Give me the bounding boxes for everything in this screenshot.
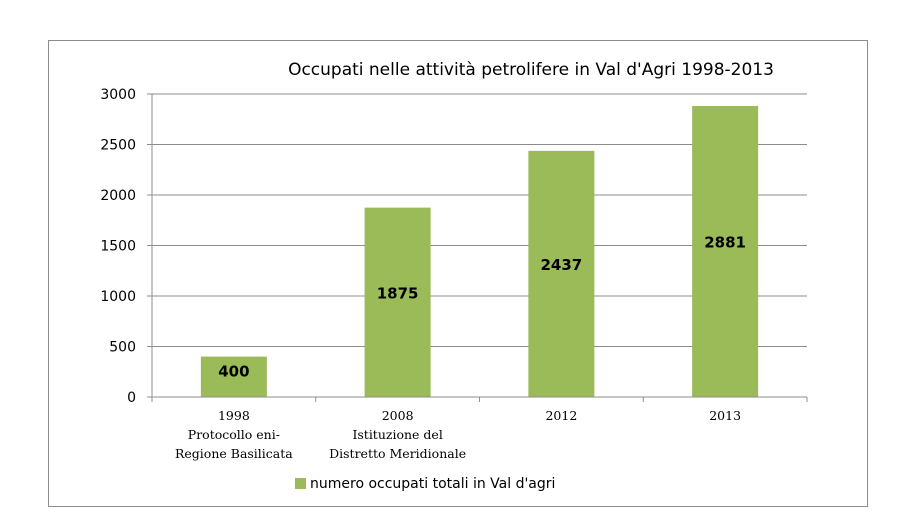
bar-data-label: 400 [218,363,249,381]
x-tick-label: Regione Basilicata [175,446,293,461]
x-axis-ticks: 1998 Protocollo eni- Regione Basilicata 200… [175,408,741,461]
bar-data-label: 2437 [541,256,583,274]
x-axis [151,94,808,402]
chart-frame: Occupati nelle attività petrolifere in V… [48,40,868,507]
x-tick-label: 2008 [382,408,414,423]
bar-data-label: 2881 [704,234,746,252]
legend-swatch [295,478,306,489]
bars: 400 1875 2437 2881 [200,106,759,398]
x-tick-label: 1998 [218,408,250,423]
bar [200,356,267,397]
bar [528,150,595,397]
chart-title: Occupati nelle attività petrolifere in V… [288,60,774,80]
bar [692,106,759,398]
bar [364,207,431,397]
y-tick-label: 1500 [100,239,136,255]
y-tick-label: 500 [109,340,136,356]
x-tick-label: Protocollo eni- [188,427,280,442]
y-axis-ticks: 0 500 1000 1500 2000 2500 3000 [100,87,152,406]
y-tick-label: 1000 [100,289,136,305]
bar-data-label: 1875 [377,284,419,302]
x-tick-label: Distretto Meridionale [329,446,466,461]
y-tick-label: 2500 [100,138,136,154]
x-tick-label: Istituzione del [352,427,442,442]
y-tick-label: 2000 [100,188,136,204]
y-tick-label: 0 [127,390,136,406]
legend: numero occupati totali in Val d'agri [295,476,555,492]
bar-chart: Occupati nelle attività petrolifere in V… [100,60,808,492]
x-tick-label: 2012 [545,408,577,423]
x-tick-label: 2013 [709,408,741,423]
legend-label: numero occupati totali in Val d'agri [310,476,555,492]
y-tick-label: 3000 [100,87,136,103]
